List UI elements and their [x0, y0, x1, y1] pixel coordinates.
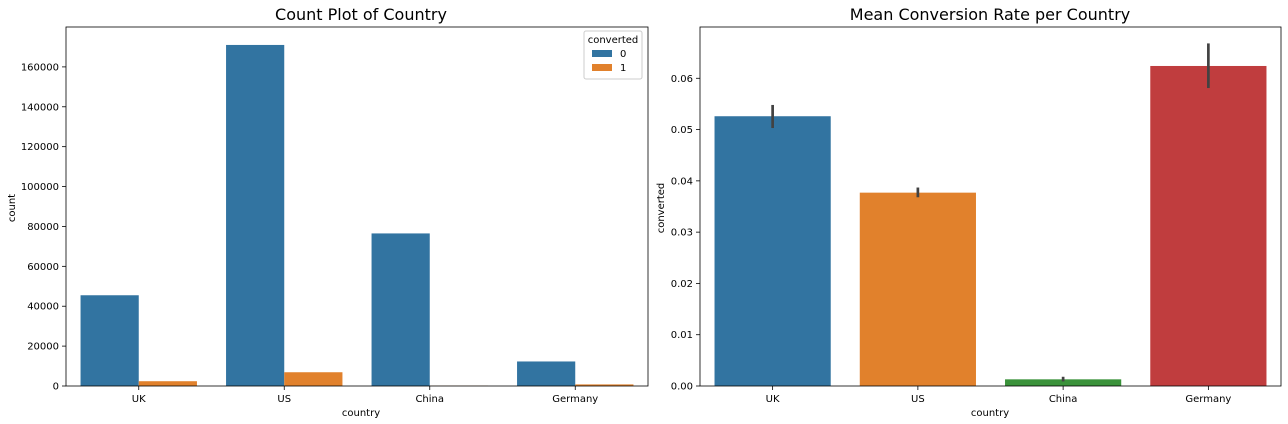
- mean-conversion-x-axis-label: country: [971, 408, 1009, 419]
- mean-conversion-frame: [699, 26, 1282, 387]
- count-plot-chart: Count Plot of Country country count 0 200…: [7, 5, 649, 419]
- y-tick-label: 0.03: [671, 228, 693, 239]
- y-tick-label: 100000: [21, 182, 59, 193]
- bar-us-converted-1: [284, 372, 343, 386]
- bar-germany-converted-1: [575, 384, 634, 386]
- count-plot-legend: converted 0 1: [583, 30, 643, 80]
- mean-conversion-y-axis-label: converted: [656, 183, 667, 234]
- bar-germany: [1150, 65, 1267, 386]
- x-tick-label: UK: [132, 394, 146, 405]
- legend-swatch-1: [592, 64, 612, 71]
- x-tick-label: China: [415, 394, 444, 405]
- legend-swatch-0: [592, 50, 612, 57]
- y-tick-label: 0.02: [671, 279, 693, 290]
- bar-china-converted-0: [371, 233, 430, 386]
- count-plot-title: Count Plot of Country: [275, 5, 447, 24]
- legend-label-1: 1: [620, 63, 626, 74]
- mean-conversion-chart: Mean Conversion Rate per Country country…: [656, 5, 1282, 419]
- count-plot-axes: 0 20000 40000 60000 80000 100000 120000 140000 1…: [21, 26, 649, 405]
- bar-uk: [714, 116, 831, 386]
- legend-title: converted: [588, 35, 639, 46]
- x-tick-label: US: [277, 394, 291, 405]
- mean-conversion-bars: [714, 43, 1267, 386]
- legend-label-0: 0: [620, 49, 626, 60]
- count-plot-bars: [80, 44, 634, 386]
- x-tick-label: Germany: [552, 394, 598, 405]
- mean-conversion-title: Mean Conversion Rate per Country: [850, 5, 1130, 24]
- y-tick-label: 0.04: [671, 176, 693, 187]
- y-tick-label: 0.05: [671, 125, 693, 136]
- y-tick-label: 0.06: [671, 74, 693, 85]
- y-tick-label: 80000: [27, 222, 59, 233]
- y-tick-label: 60000: [27, 262, 59, 273]
- bar-china: [1005, 379, 1122, 386]
- mean-conversion-axes: 0.00 0.01 0.02 0.03 0.04 0.05 0.06 UK US China Ger…: [671, 26, 1282, 405]
- y-tick-label: 0.01: [671, 330, 693, 341]
- y-tick-label: 160000: [21, 62, 59, 73]
- y-tick-label: 0.00: [671, 382, 693, 393]
- y-tick-label: 0: [53, 382, 59, 393]
- x-tick-label: US: [911, 394, 925, 405]
- count-plot-x-axis-label: country: [342, 408, 380, 419]
- bar-uk-converted-0: [80, 295, 139, 386]
- count-plot-frame: [65, 26, 649, 387]
- bar-us: [859, 192, 976, 386]
- y-tick-label: 120000: [21, 142, 59, 153]
- bar-us-converted-0: [226, 44, 285, 386]
- x-tick-label: UK: [766, 394, 780, 405]
- y-tick-label: 140000: [21, 102, 59, 113]
- y-tick-label: 40000: [27, 302, 59, 313]
- y-tick-label: 20000: [27, 342, 59, 353]
- bar-uk-converted-1: [138, 381, 197, 386]
- x-tick-label: Germany: [1185, 394, 1231, 405]
- x-tick-label: China: [1049, 394, 1078, 405]
- count-plot-y-axis-label: count: [7, 194, 18, 222]
- bar-germany-converted-0: [517, 361, 576, 386]
